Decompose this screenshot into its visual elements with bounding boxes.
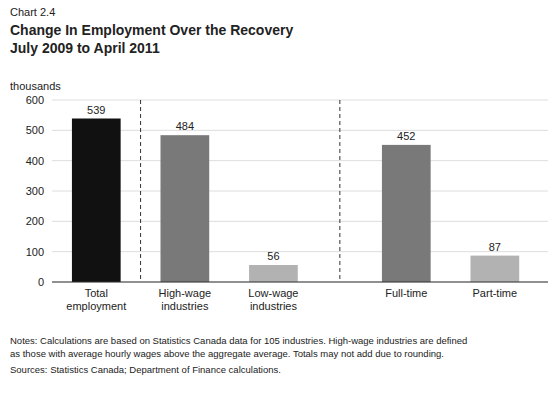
y-tick-label: 100 [26,246,44,258]
bar [382,145,431,282]
grid [52,100,548,282]
y-tick-label: 600 [26,94,44,106]
separators [141,100,340,282]
x-tick-label-line: industries [250,300,298,312]
group-separator [339,100,340,282]
x-tick-label-line: Low-wage [248,287,298,299]
chart-label: Chart 2.4 [10,6,55,18]
bar [249,265,298,282]
grid-line [52,282,548,283]
x-tick-label: Totalemployment [66,287,126,312]
bar [161,135,210,282]
bar [72,119,121,282]
x-axis-line [52,282,548,283]
grid-line [52,191,548,192]
data-label: 87 [489,241,501,253]
y-axis-label: thousands [10,80,61,92]
grid-line [52,221,548,222]
title: Change In Employment Over the Recovery [10,22,293,38]
y-tick-label: 300 [26,185,44,197]
bar [471,256,520,282]
data-label: 452 [397,130,415,142]
x-tick-label-line: employment [66,300,126,312]
x-tick-label-line: Full-time [385,287,427,299]
data-labels: 539 484 56 452 87 [87,104,501,263]
y-tick-label: 200 [26,215,44,227]
x-tick-label-line: High-wage [159,287,212,299]
subtitle: July 2009 to April 2011 [10,40,160,56]
x-tick-label: High-wageindustries [159,287,212,312]
y-tick-label: 400 [26,155,44,167]
grid-line [52,160,548,161]
x-tick-label: Part-time [473,287,518,299]
note: Notes: Calculations are based on Statist… [10,335,467,346]
chart: Chart 2.4 Change In Employment Over the R… [0,0,560,400]
sources: Sources: Statistics Canada; Department o… [10,364,281,375]
x-tick-label-line: Total [85,287,108,299]
group-separator [140,100,141,282]
grid-line [52,130,548,131]
bars [72,119,519,282]
x-tick-label: Low-wageindustries [248,287,298,312]
note: as those with average hourly wages above… [10,348,444,359]
data-label: 484 [176,120,194,132]
x-tick-label-line: Part-time [473,287,518,299]
grid-line [52,251,548,252]
x-tick-label-line: industries [161,300,209,312]
x-tick-label: Full-time [385,287,427,299]
data-label: 539 [87,104,105,116]
grid-line [52,100,548,101]
y-tick-label: 0 [38,276,44,288]
data-label: 56 [267,250,279,262]
y-tick-label: 500 [26,124,44,136]
